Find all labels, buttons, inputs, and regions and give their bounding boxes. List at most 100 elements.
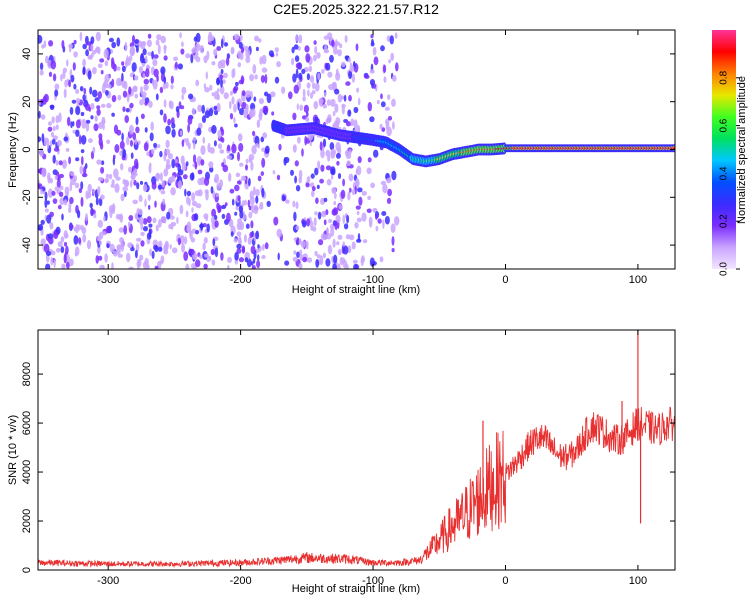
noise-blob (302, 88, 306, 98)
noise-blob (82, 233, 87, 243)
noise-blob (323, 219, 327, 226)
noise-blob (244, 257, 249, 263)
noise-blob (322, 103, 327, 109)
noise-blob (40, 238, 46, 246)
noise-blob (101, 103, 106, 108)
noise-blob (72, 62, 76, 71)
noise-blob (208, 161, 214, 169)
noise-blob (113, 124, 119, 134)
noise-blob (111, 179, 115, 186)
noise-blob (251, 204, 255, 214)
noise-blob (121, 80, 126, 88)
noise-blob (165, 148, 171, 155)
noise-blob (111, 57, 115, 65)
noise-blob (346, 214, 350, 224)
y-tick-label: -20 (21, 189, 33, 205)
noise-blob (388, 59, 392, 64)
noise-blob (254, 35, 259, 42)
noise-blob (194, 161, 198, 170)
noise-blob (191, 107, 196, 115)
noise-blob (97, 63, 103, 69)
noise-blob (298, 169, 303, 179)
noise-blob (229, 188, 235, 194)
noise-blob (183, 236, 188, 245)
noise-blob (87, 183, 92, 193)
noise-blob (113, 168, 119, 179)
noise-blob (292, 73, 297, 83)
noise-blob (371, 261, 377, 266)
noise-blob (234, 251, 239, 261)
noise-blob (239, 51, 244, 61)
noise-blob (261, 157, 266, 168)
noise-blob (216, 46, 222, 51)
noise-blob (314, 116, 319, 124)
noise-blob (306, 82, 311, 89)
track-core (672, 147, 675, 150)
noise-blob (51, 190, 56, 196)
noise-blob (211, 124, 217, 134)
noise-blob (291, 57, 295, 66)
noise-blob (38, 224, 44, 231)
noise-blob (239, 221, 245, 231)
noise-blob (276, 174, 281, 181)
noise-blob (75, 119, 81, 129)
noise-blob (295, 68, 299, 79)
noise-blob (231, 48, 235, 53)
noise-blob (142, 73, 146, 79)
noise-blob (70, 178, 76, 186)
noise-blob (55, 124, 59, 131)
noise-blob (309, 75, 315, 83)
noise-blob (284, 260, 290, 266)
noise-blob (59, 185, 64, 191)
noise-blob (336, 160, 340, 166)
noise-blob (193, 213, 199, 221)
noise-blob (276, 61, 281, 68)
noise-blob (312, 226, 317, 232)
noise-blob (214, 220, 219, 228)
noise-blob (96, 105, 101, 110)
noise-blob (149, 248, 152, 256)
noise-blob (351, 241, 356, 250)
noise-blob (362, 239, 368, 244)
noise-blob (293, 250, 297, 255)
noise-blob (311, 90, 316, 95)
noise-blob (129, 45, 136, 56)
noise-blob (209, 166, 214, 173)
noise-blob (293, 211, 297, 222)
noise-blob (233, 116, 236, 124)
noise-blob (195, 32, 201, 43)
noise-blob (167, 118, 172, 126)
noise-blob (387, 116, 393, 121)
noise-blob (140, 220, 143, 231)
noise-blob (131, 62, 137, 72)
noise-blob (219, 85, 225, 95)
noise-blob (69, 196, 74, 205)
noise-blob (211, 92, 215, 97)
noise-blob (348, 94, 352, 102)
noise-blob (105, 173, 110, 179)
noise-blob (151, 181, 157, 190)
noise-blob (322, 210, 326, 216)
noise-blob (146, 216, 152, 224)
noise-blob (313, 40, 317, 45)
noise-blob (115, 176, 121, 181)
noise-blob (60, 73, 63, 82)
noise-blob (50, 60, 57, 70)
noise-blob (63, 253, 67, 264)
noise-blob (199, 223, 204, 229)
noise-blob (353, 119, 358, 129)
noise-blob (238, 205, 244, 213)
noise-blob (319, 141, 323, 151)
noise-blob (342, 245, 349, 255)
noise-blob (223, 42, 229, 47)
noise-blob (253, 96, 257, 102)
noise-blob (333, 254, 338, 264)
noise-blob (375, 213, 378, 220)
noise-blob (325, 165, 332, 171)
noise-blob (335, 72, 341, 81)
noise-blob (326, 178, 332, 186)
noise-blob (186, 226, 191, 233)
x-tick-label: -300 (97, 274, 119, 286)
noise-blob (227, 256, 232, 263)
noise-blob (329, 223, 335, 230)
